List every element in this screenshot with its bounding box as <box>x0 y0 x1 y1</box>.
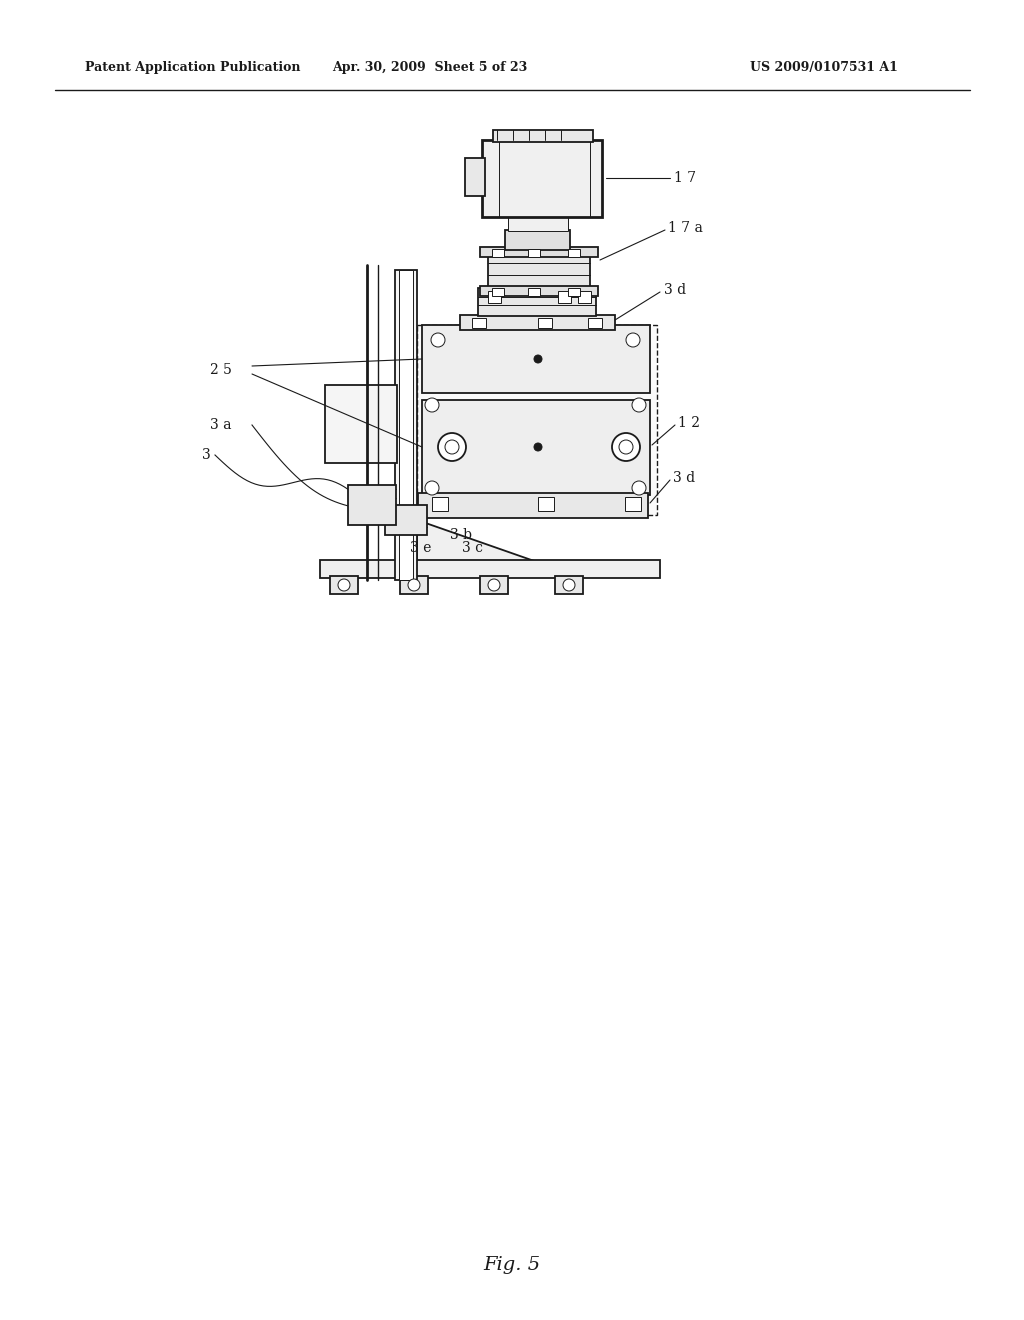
Circle shape <box>626 333 640 347</box>
Bar <box>588 318 602 327</box>
Bar <box>568 249 580 257</box>
Text: 1 2: 1 2 <box>678 416 700 430</box>
Bar <box>422 400 650 495</box>
Bar <box>325 385 397 463</box>
Bar <box>480 286 598 296</box>
Bar <box>625 498 641 511</box>
Bar <box>348 484 396 525</box>
Text: 3 d: 3 d <box>673 471 695 484</box>
Circle shape <box>632 399 646 412</box>
Bar <box>505 230 570 249</box>
Polygon shape <box>417 520 560 570</box>
Bar <box>538 498 554 511</box>
Bar <box>418 492 648 517</box>
Circle shape <box>534 444 542 451</box>
Bar <box>555 576 583 594</box>
Bar <box>432 498 449 511</box>
Text: Patent Application Publication: Patent Application Publication <box>85 62 300 74</box>
Circle shape <box>425 480 439 495</box>
Bar <box>465 158 485 195</box>
Text: 3 a: 3 a <box>210 418 231 432</box>
Text: 3 c: 3 c <box>462 541 483 554</box>
Bar <box>319 560 660 578</box>
Bar <box>482 140 602 216</box>
Text: Fig. 5: Fig. 5 <box>483 1257 541 1274</box>
Circle shape <box>488 579 500 591</box>
Bar <box>558 290 571 304</box>
Text: 3: 3 <box>202 447 211 462</box>
Bar <box>399 271 413 579</box>
Bar <box>568 288 580 296</box>
Bar <box>478 288 596 315</box>
Bar <box>493 129 593 143</box>
Text: 3 e: 3 e <box>410 541 431 554</box>
Bar <box>417 325 657 515</box>
Text: 2 5: 2 5 <box>210 363 231 378</box>
Circle shape <box>612 433 640 461</box>
Bar <box>480 576 508 594</box>
Bar <box>472 318 486 327</box>
Bar <box>488 249 590 290</box>
Bar <box>508 215 568 231</box>
Bar <box>480 247 598 257</box>
Circle shape <box>438 433 466 461</box>
Bar <box>492 249 504 257</box>
Circle shape <box>632 480 646 495</box>
Circle shape <box>563 579 575 591</box>
Circle shape <box>425 399 439 412</box>
Text: Apr. 30, 2009  Sheet 5 of 23: Apr. 30, 2009 Sheet 5 of 23 <box>333 62 527 74</box>
Text: 1 7 a: 1 7 a <box>668 220 702 235</box>
Bar <box>528 249 540 257</box>
Circle shape <box>338 579 350 591</box>
Bar <box>330 576 358 594</box>
Text: 1 7: 1 7 <box>674 172 696 185</box>
Circle shape <box>431 333 445 347</box>
Text: US 2009/0107531 A1: US 2009/0107531 A1 <box>750 62 898 74</box>
Circle shape <box>408 579 420 591</box>
Circle shape <box>445 440 459 454</box>
Bar <box>492 288 504 296</box>
Bar <box>460 315 615 330</box>
Bar <box>528 288 540 296</box>
Text: 3 d: 3 d <box>664 282 686 297</box>
Bar <box>422 325 650 393</box>
Circle shape <box>534 355 542 363</box>
Circle shape <box>618 440 633 454</box>
Text: 3 b: 3 b <box>450 528 472 543</box>
Bar <box>578 290 591 304</box>
Bar <box>385 506 427 535</box>
Bar <box>488 290 501 304</box>
Bar <box>400 576 428 594</box>
Bar <box>395 271 417 579</box>
Bar <box>538 318 552 327</box>
